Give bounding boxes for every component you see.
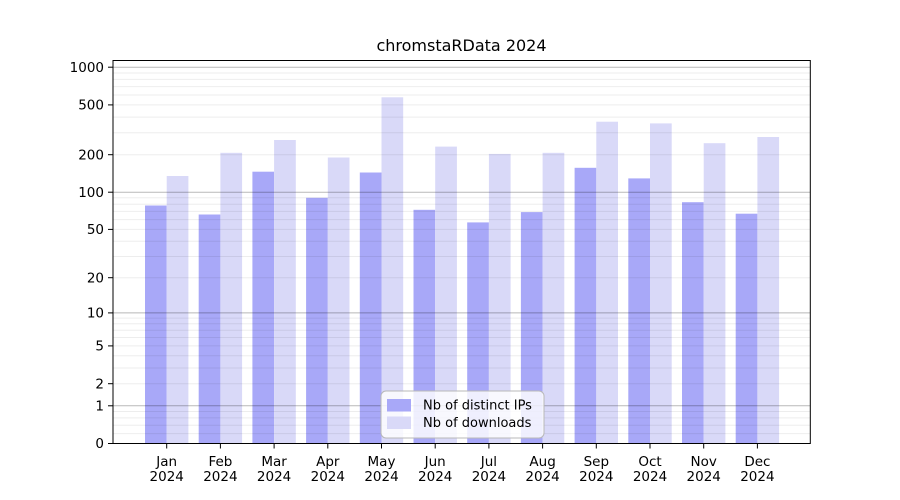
x-tick-label-year-apr: 2024 xyxy=(311,469,345,485)
gridlines-group xyxy=(113,66,811,435)
x-tick-label-month-nov: Nov xyxy=(691,454,717,470)
legend-label-distinct-ips: Nb of distinct IPs xyxy=(423,399,532,414)
x-tick-label-month-sep: Sep xyxy=(584,454,609,470)
bar-distinct-ips-may xyxy=(359,172,382,444)
bar-distinct-ips-jan xyxy=(145,205,167,444)
bar-downloads-apr xyxy=(327,157,350,444)
y-tick-label-1000: 1000 xyxy=(70,60,104,76)
bar-distinct-ips-mar xyxy=(252,171,275,444)
bar-downloads-jun xyxy=(435,146,457,444)
bar-distinct-ips-jun xyxy=(413,209,436,444)
y-tick-label-100: 100 xyxy=(78,185,104,201)
x-tick-label-month-aug: Aug xyxy=(529,454,555,470)
bar-downloads-sep xyxy=(596,121,618,444)
bar-distinct-ips-dec xyxy=(735,213,758,444)
axes-group: 01251020501002005001000Jan2024Feb2024Mar… xyxy=(70,60,811,485)
y-tick-label-500: 500 xyxy=(78,98,104,114)
bar-distinct-ips-nov xyxy=(682,202,704,444)
bar-downloads-may xyxy=(381,97,404,444)
chart-title: chromstaRData 2024 xyxy=(376,36,546,55)
bar-distinct-ips-aug xyxy=(520,212,543,444)
x-tick-label-month-oct: Oct xyxy=(638,454,661,470)
bar-downloads-dec xyxy=(757,137,780,444)
y-tick-label-10: 10 xyxy=(87,306,104,322)
legend-swatch-downloads xyxy=(387,416,411,429)
bar-distinct-ips-sep xyxy=(574,167,597,444)
bar-distinct-ips-oct xyxy=(628,178,650,444)
x-tick-label-month-jun: Jun xyxy=(424,454,446,470)
x-tick-label-month-feb: Feb xyxy=(208,454,232,470)
x-tick-label-month-mar: Mar xyxy=(261,454,287,470)
x-tick-label-month-apr: Apr xyxy=(316,454,340,470)
y-tick-label-2: 2 xyxy=(95,376,104,392)
x-tick-label-year-dec: 2024 xyxy=(740,469,774,485)
x-tick-label-year-jul: 2024 xyxy=(472,469,506,485)
y-tick-label-20: 20 xyxy=(87,270,104,286)
x-tick-label-year-jun: 2024 xyxy=(418,469,452,485)
plot-border xyxy=(112,60,811,444)
bar-downloads-jan xyxy=(166,176,189,444)
x-tick-label-month-may: May xyxy=(368,454,396,470)
bars-group xyxy=(145,97,780,444)
bar-downloads-feb xyxy=(220,152,243,444)
y-tick-label-0: 0 xyxy=(95,436,104,452)
bar-downloads-mar xyxy=(274,140,296,444)
y-tick-label-5: 5 xyxy=(95,339,104,355)
x-tick-label-year-jan: 2024 xyxy=(150,469,184,485)
x-tick-label-month-dec: Dec xyxy=(744,454,770,470)
bar-distinct-ips-apr xyxy=(306,197,328,444)
legend-group: Nb of distinct IPs Nb of downloads xyxy=(380,390,545,439)
x-tick-label-year-nov: 2024 xyxy=(687,469,721,485)
x-tick-label-month-jul: Jul xyxy=(480,454,497,470)
bar-downloads-aug xyxy=(542,152,565,444)
x-tick-label-year-may: 2024 xyxy=(364,469,398,485)
legend-label-downloads: Nb of downloads xyxy=(423,416,532,431)
legend-swatch-distinct-ips xyxy=(387,399,411,412)
legend-box xyxy=(380,390,545,439)
bar-distinct-ips-jul xyxy=(467,222,489,444)
x-tick-label-year-sep: 2024 xyxy=(579,469,613,485)
bar-downloads-jul xyxy=(488,153,511,444)
x-tick-label-year-mar: 2024 xyxy=(257,469,291,485)
bar-distinct-ips-feb xyxy=(198,214,221,444)
bar-downloads-nov xyxy=(703,143,726,444)
y-tick-label-1: 1 xyxy=(95,399,104,415)
x-tick-label-year-feb: 2024 xyxy=(203,469,237,485)
x-tick-label-year-oct: 2024 xyxy=(633,469,667,485)
x-tick-label-year-aug: 2024 xyxy=(525,469,559,485)
y-tick-label-50: 50 xyxy=(87,222,104,238)
bar-downloads-oct xyxy=(650,123,672,444)
x-tick-label-month-jan: Jan xyxy=(155,454,177,470)
y-tick-label-200: 200 xyxy=(78,147,104,163)
